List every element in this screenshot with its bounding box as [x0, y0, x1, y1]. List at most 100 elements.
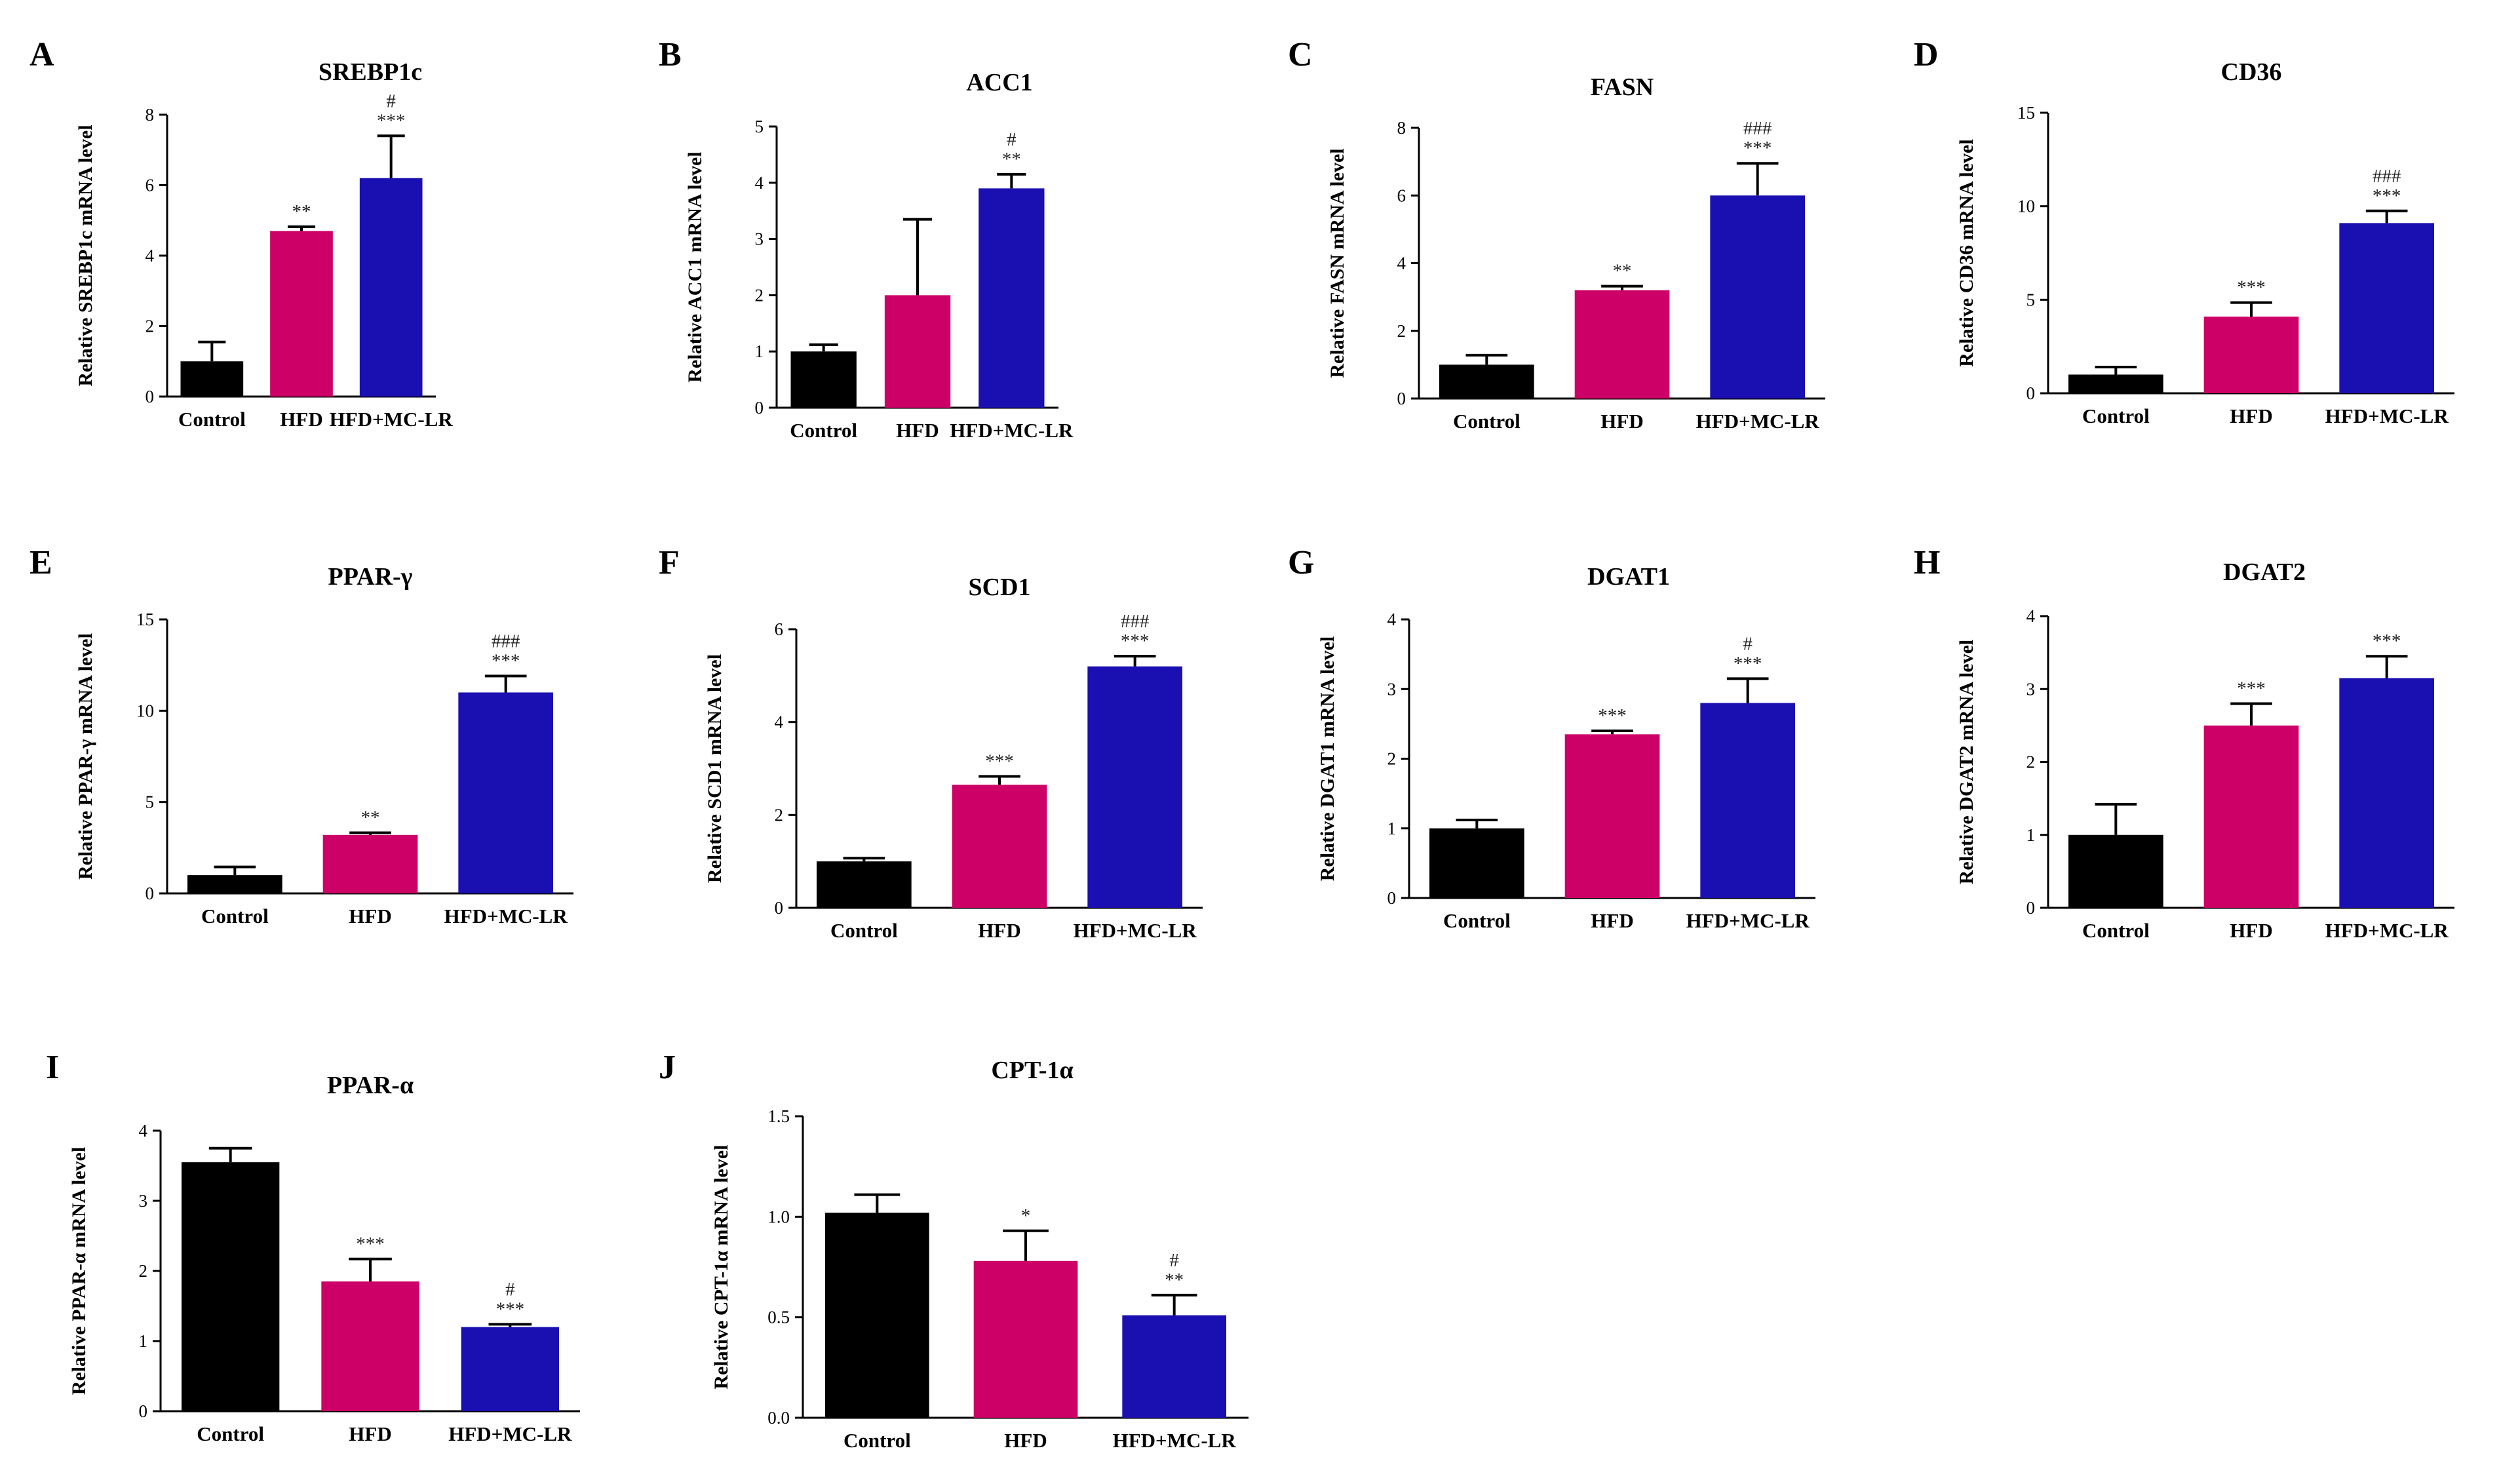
- bar-control: [817, 861, 912, 908]
- significance-mark: ***: [496, 1298, 525, 1319]
- bar-hfd: [270, 231, 333, 397]
- chart-title: ACC1: [966, 69, 1032, 96]
- y-axis-label: Relative CPT-1α mRNA level: [710, 1144, 732, 1389]
- y-tick-label: 2: [775, 805, 784, 825]
- y-tick-label: 0.5: [767, 1308, 790, 1327]
- hash-mark: ###: [492, 631, 520, 652]
- significance-mark: ***: [2373, 185, 2401, 206]
- panel-letter: D: [1914, 36, 1939, 73]
- x-category-label: Control: [843, 1429, 911, 1452]
- y-tick-label: 6: [1397, 185, 1406, 205]
- bar-hfd-mc-lr: [1710, 195, 1805, 399]
- significance-mark: **: [1002, 149, 1021, 170]
- bar-hfd-mc-lr: [1087, 666, 1182, 908]
- y-tick-label: 3: [139, 1191, 148, 1211]
- panel-letter: B: [659, 36, 682, 73]
- y-tick-label: 4: [755, 173, 764, 193]
- bar-hfd-mc-lr: [461, 1327, 559, 1411]
- chart-panel-g: G DGAT1 Relative DGAT1 mRNA level 0 1 2 3 4 Cont…: [1288, 544, 1815, 932]
- chart-panel-d: D CD36 Relative CD36 mRNA level 0 5 10 15 Contr…: [1914, 36, 2454, 427]
- significance-mark: ***: [356, 1234, 385, 1255]
- y-tick-label: 5: [755, 117, 764, 136]
- y-axis-label: Relative DGAT1 mRNA level: [1317, 636, 1338, 882]
- y-tick-label: 15: [2017, 103, 2035, 123]
- chart-title: SREBP1c: [319, 58, 422, 86]
- significance-mark: ***: [2237, 277, 2266, 298]
- x-category-label: HFD+MC-LR: [1686, 909, 1810, 932]
- y-tick-label: 2: [755, 285, 764, 305]
- bar-hfd-mc-lr: [458, 692, 553, 893]
- hash-mark: #: [1743, 633, 1753, 654]
- x-category-label: Control: [790, 419, 857, 442]
- hash-mark: #: [1169, 1250, 1179, 1271]
- hash-mark: #: [386, 90, 396, 111]
- x-category-label: Control: [2082, 404, 2150, 427]
- bar-control: [1439, 364, 1534, 399]
- y-tick-label: 4: [145, 246, 155, 265]
- bar-hfd-mc-lr: [1700, 703, 1795, 898]
- x-category-label: HFD: [1600, 410, 1643, 433]
- bar-control: [1429, 828, 1524, 898]
- bar-hfd-mc-lr: [2339, 223, 2434, 393]
- y-tick-label: 6: [775, 619, 784, 639]
- bar-hfd: [884, 295, 951, 408]
- chart-panel-i: I PPAR-α Relative PPAR-α mRNA level 0 1 2 3 4 Co…: [46, 1049, 580, 1445]
- y-tick-label: 4: [2026, 606, 2036, 626]
- y-tick-label: 4: [775, 712, 784, 732]
- y-tick-label: 0: [1387, 888, 1397, 908]
- y-tick-label: 5: [145, 792, 155, 812]
- y-tick-label: 3: [755, 229, 764, 249]
- x-category-label: Control: [201, 905, 269, 927]
- panel-letter: I: [46, 1049, 59, 1086]
- y-tick-label: 0: [2026, 898, 2036, 918]
- x-category-label: HFD+MC-LR: [448, 1422, 572, 1445]
- x-category-label: HFD: [349, 905, 391, 927]
- chart-title: CD36: [2221, 58, 2282, 86]
- panel-letter: H: [1914, 544, 1940, 581]
- bar-hfd: [1564, 734, 1660, 898]
- hash-mark: ###: [1121, 611, 1150, 632]
- x-category-label: HFD+MC-LR: [444, 905, 568, 927]
- x-category-label: Control: [2082, 919, 2150, 942]
- y-tick-label: 4: [1397, 254, 1406, 273]
- y-tick-label: 1: [1387, 819, 1397, 838]
- panel-letter: F: [659, 544, 680, 581]
- y-tick-label: 4: [1387, 610, 1397, 629]
- y-axis-label: Relative CD36 mRNA level: [1956, 139, 1977, 366]
- bar-hfd-mc-lr: [2339, 678, 2434, 908]
- chart-title: CPT-1α: [991, 1057, 1073, 1084]
- y-tick-label: 0: [139, 1401, 148, 1421]
- y-axis-label: Relative SCD1 mRNA level: [704, 654, 726, 883]
- y-tick-label: 2: [2026, 752, 2036, 772]
- significance-mark: ***: [1121, 631, 1150, 652]
- chart-title: FASN: [1591, 73, 1654, 101]
- chart-title: DGAT1: [1587, 563, 1670, 591]
- significance-mark: ***: [492, 650, 520, 671]
- panel-letter: J: [659, 1049, 676, 1086]
- bar-hfd-mc-lr: [359, 178, 423, 397]
- y-tick-label: 0: [145, 884, 155, 903]
- chart-panel-a: A SREBP1c Relative SREBP1c mRNA level 0 2 4 6 8…: [29, 36, 453, 431]
- chart-title: PPAR-α: [327, 1072, 414, 1099]
- y-axis-label: Relative PPAR-γ mRNA level: [75, 633, 96, 880]
- significance-mark: ***: [2237, 678, 2266, 699]
- significance-mark: ***: [1743, 138, 1772, 159]
- y-tick-label: 2: [145, 317, 155, 336]
- x-category-label: HFD: [349, 1422, 391, 1445]
- bar-control: [790, 351, 857, 408]
- bar-control: [180, 361, 244, 397]
- x-category-label: HFD: [1591, 909, 1633, 932]
- chart-title: SCD1: [968, 574, 1030, 601]
- bar-control: [187, 875, 282, 893]
- significance-mark: **: [1613, 261, 1632, 282]
- y-axis-label: Relative PPAR-α mRNA level: [68, 1147, 90, 1395]
- hash-mark: #: [1007, 129, 1017, 150]
- bar-control: [2068, 834, 2163, 908]
- significance-mark: ***: [985, 751, 1014, 772]
- bar-control: [182, 1162, 280, 1411]
- significance-mark: **: [292, 201, 311, 222]
- bar-hfd: [973, 1260, 1078, 1418]
- bar-hfd-mc-lr: [1122, 1315, 1226, 1418]
- y-tick-label: 0: [1397, 389, 1406, 408]
